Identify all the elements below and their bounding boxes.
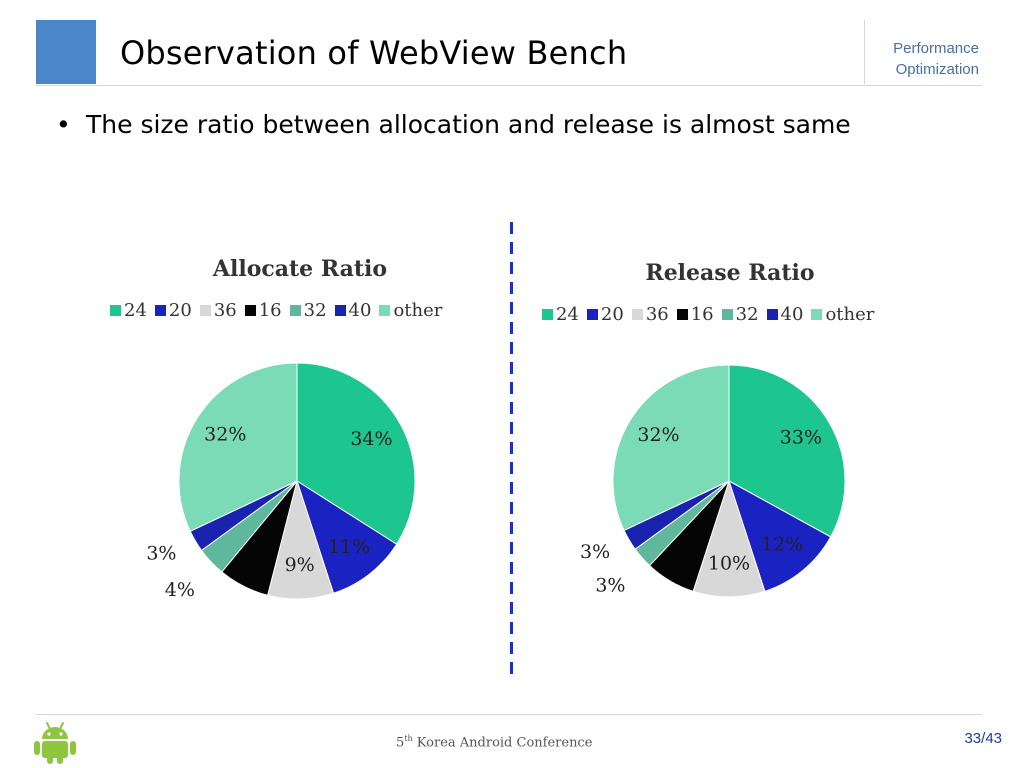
slice-label-36: 9%: [285, 554, 315, 576]
legend-item-32: 32: [289, 300, 327, 321]
allocate-pie-chart: 34% 11% 9% 4% 3% 32%: [146, 362, 416, 601]
footer-conference-name: Korea Android Conference: [412, 735, 593, 751]
legend-item-40: 40: [766, 304, 804, 325]
release-pie-chart: 33% 12% 10% 3% 3% 32%: [580, 364, 846, 598]
legend-swatch-36: [199, 305, 211, 316]
legend-item-16: 16: [676, 304, 714, 325]
legend-swatch-40: [334, 305, 346, 316]
legend-swatch-16: [676, 309, 688, 320]
allocate-legend: 24 20 36 16 32 40 other: [110, 300, 442, 321]
release-legend: 24 20 36 16 32 40 other: [542, 304, 874, 325]
legend-swatch-20: [154, 305, 166, 316]
legend-label-36: 36: [645, 304, 669, 325]
legend-item-20: 20: [586, 304, 624, 325]
slice-label-40: 3%: [146, 542, 176, 564]
slice-label-32: 4%: [165, 579, 195, 601]
legend-swatch-16: [244, 305, 256, 316]
bullet-item: • The size ratio between allocation and r…: [56, 110, 851, 139]
slice-label-32: 3%: [595, 574, 625, 596]
legend-label-other: other: [825, 304, 875, 325]
legend-label-20: 20: [600, 304, 624, 325]
pie-slice-other: [178, 362, 298, 532]
page-separator: /: [981, 730, 986, 747]
bullet-marker: •: [56, 110, 71, 139]
legend-label-16: 16: [690, 304, 714, 325]
page-number: 33/43: [964, 730, 1002, 747]
slice-label-40: 3%: [580, 541, 610, 563]
page-title: Observation of WebView Bench: [120, 34, 628, 72]
legend-label-40: 40: [780, 304, 804, 325]
legend-label-16: 16: [258, 300, 282, 321]
legend-label-32: 32: [303, 300, 327, 321]
legend-item-32: 32: [721, 304, 759, 325]
legend-label-20: 20: [168, 300, 192, 321]
legend-swatch-32: [721, 309, 733, 320]
header-divider: [864, 20, 865, 84]
legend-label-32: 32: [735, 304, 759, 325]
legend-label-other: other: [393, 300, 443, 321]
slice-label-other: 32%: [204, 423, 246, 445]
legend-swatch-other: [811, 309, 823, 320]
legend-item-other: other: [379, 300, 442, 321]
pie-slice-24: [728, 364, 846, 538]
legend-label-24: 24: [124, 300, 147, 321]
legend-label-40: 40: [348, 300, 372, 321]
legend-item-16: 16: [244, 300, 282, 321]
header-rule: [36, 85, 982, 86]
release-chart-title: Release Ratio: [645, 260, 815, 286]
legend-item-24: 24: [110, 300, 147, 321]
legend-swatch-32: [289, 305, 301, 316]
center-dashed-divider: [510, 222, 513, 682]
legend-item-40: 40: [334, 300, 372, 321]
legend-label-36: 36: [213, 300, 237, 321]
header-accent-block: [36, 20, 96, 84]
footer-ordinal: 5: [396, 735, 405, 751]
slice-label-other: 32%: [637, 424, 679, 446]
page-current: 33: [964, 730, 982, 747]
bullet-text: The size ratio between allocation and re…: [86, 110, 851, 139]
footer-conference: 5th Korea Android Conference: [396, 734, 592, 750]
slice-label-24: 34%: [350, 428, 392, 450]
pie-slice-20: [296, 479, 398, 594]
slice-label-20: 12%: [761, 533, 803, 555]
legend-swatch-24: [110, 305, 121, 316]
legend-label-24: 24: [556, 304, 579, 325]
pie-slice-other: [612, 364, 730, 532]
legend-swatch-24: [542, 309, 553, 320]
legend-swatch-20: [586, 309, 598, 320]
section-label: Performance Optimization: [893, 38, 979, 80]
slice-label-20: 11%: [328, 536, 370, 558]
slice-label-36: 10%: [708, 553, 750, 575]
legend-item-36: 36: [631, 304, 669, 325]
page-total: 43: [985, 730, 1002, 747]
footer-rule: [36, 714, 982, 715]
legend-swatch-40: [766, 309, 778, 320]
legend-swatch-36: [631, 309, 643, 320]
legend-item-20: 20: [154, 300, 192, 321]
pie-slice-20: [728, 479, 832, 592]
android-logo-icon: [34, 722, 76, 764]
legend-item-24: 24: [542, 304, 579, 325]
legend-item-other: other: [811, 304, 874, 325]
section-label-line2: Optimization: [895, 61, 979, 78]
pie-slice-36: [692, 479, 766, 598]
allocate-chart-title: Allocate Ratio: [212, 256, 388, 282]
slice-label-24: 33%: [780, 426, 822, 448]
footer-ordinal-suffix: th: [404, 734, 413, 743]
pie-slice-24: [296, 362, 416, 545]
legend-item-36: 36: [199, 300, 237, 321]
section-label-line1: Performance: [893, 40, 979, 57]
legend-swatch-other: [379, 305, 391, 316]
